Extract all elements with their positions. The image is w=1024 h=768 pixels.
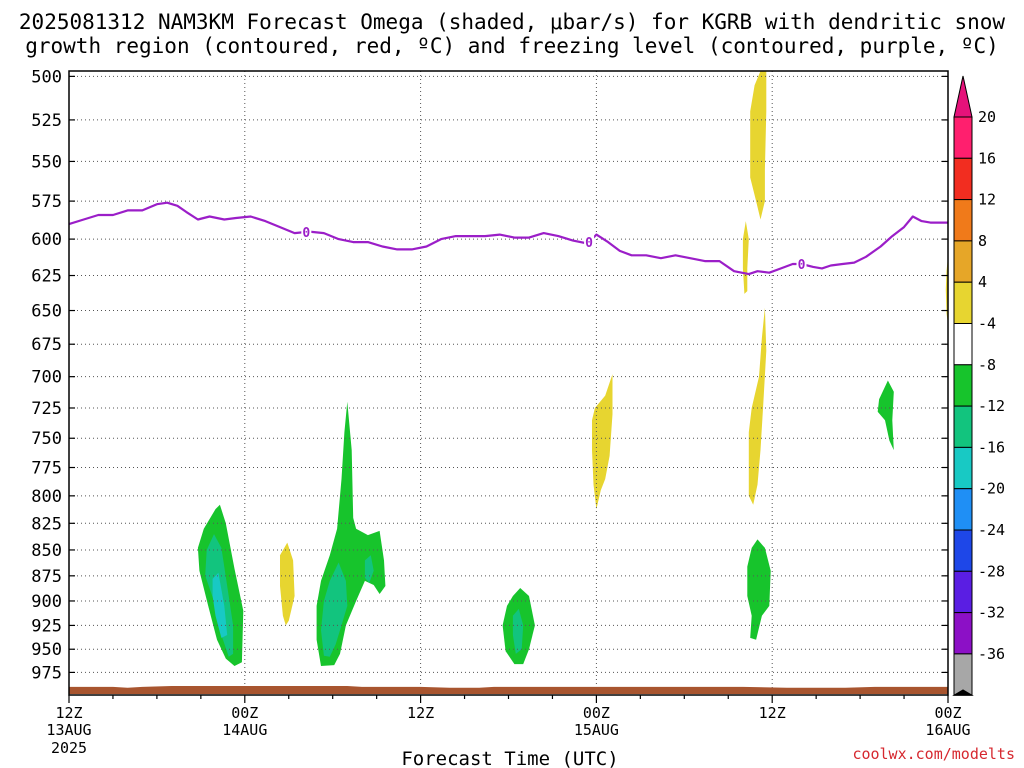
omega-region-13	[750, 71, 767, 220]
colorbar-segment-9	[953, 446, 973, 490]
colorbar-label: -16	[978, 438, 1005, 456]
colorbar-segment-7	[953, 364, 973, 407]
y-tick-label-725: 725	[31, 399, 62, 419]
colorbar-segment-4	[953, 240, 973, 283]
omega-region-14	[742, 221, 749, 294]
colorbar: 20 16 12 8 4 -4 -8 -12 -16 -20 -24 -28 -32 -36	[952, 75, 1005, 696]
plot-frame	[68, 70, 949, 696]
colorbar-segment-1	[953, 116, 973, 159]
y-tick-label-775: 775	[31, 459, 62, 479]
x-tick-label-0: 12Z	[55, 704, 82, 722]
colorbar-segment-8	[953, 405, 973, 448]
colorbar-bottom-arrow	[952, 689, 974, 696]
omega-region-5	[321, 562, 348, 657]
contour-label-bg	[584, 234, 595, 250]
freezing-level-label-1: 0	[302, 226, 310, 241]
y-tick-label-975: 975	[31, 663, 62, 683]
colorbar-label: -24	[978, 521, 1005, 539]
y-tick-label-800: 800	[31, 487, 62, 507]
y-tick-label-950: 950	[31, 640, 62, 660]
freezing-level-label-3: 0	[798, 258, 806, 273]
x-tick-date-0: 13AUG	[46, 721, 91, 739]
y-tick-label-750: 750	[31, 429, 62, 449]
grid-lines	[69, 71, 948, 695]
omega-region-12	[592, 374, 613, 510]
colorbar-label: -36	[978, 645, 1005, 663]
x-tick-label-24: 12Z	[407, 704, 434, 722]
chart-title-line-2: growth region (contoured, red, ºC) and f…	[25, 34, 999, 58]
colorbar-label: 12	[978, 191, 996, 209]
x-tick-date-60: 16AUG	[925, 721, 970, 739]
freezing-level-label-2: 0	[585, 236, 593, 251]
omega-region-6	[364, 555, 374, 583]
y-tick-label-675: 675	[31, 335, 62, 355]
x-axis-label: Forecast Time (UTC)	[401, 748, 618, 768]
y-tick-label-850: 850	[31, 541, 62, 561]
x-tick-label-12: 00Z	[231, 704, 258, 722]
omega-region-8	[512, 608, 524, 654]
pressure-axis: 500 525 550 575 600 625 650 675 700 725 750 775 800 8…	[31, 67, 948, 683]
colorbar-top-arrow	[953, 75, 973, 118]
colorbar-label: -28	[978, 562, 1005, 580]
colorbar-label: -12	[978, 397, 1005, 415]
colorbar-label: 20	[978, 108, 996, 126]
contour-label-bg	[796, 256, 807, 272]
y-tick-label-925: 925	[31, 616, 62, 636]
x-tick-label-60: 00Z	[934, 704, 961, 722]
colorbar-segment-13	[953, 612, 973, 655]
colorbar-label: 8	[978, 232, 987, 250]
freezing-level-line	[68, 201, 948, 276]
colorbar-label: -4	[978, 315, 996, 333]
colorbar-label: -8	[978, 356, 996, 374]
y-tick-label-600: 600	[31, 230, 62, 250]
y-tick-label-550: 550	[31, 152, 62, 172]
colorbar-segment-6	[953, 323, 973, 366]
colorbar-segment-3	[953, 199, 973, 242]
y-tick-label-500: 500	[31, 67, 62, 87]
colorbar-segment-12	[953, 570, 973, 614]
freezing-level-layer: 0 0 0	[68, 201, 948, 276]
y-tick-label-875: 875	[31, 567, 62, 587]
y-tick-label-825: 825	[31, 514, 62, 534]
x-tick-label-36: 00Z	[583, 704, 610, 722]
omega-region-10	[877, 380, 894, 451]
y-tick-label-700: 700	[31, 368, 62, 388]
surface-layer	[69, 686, 948, 694]
x-tick-date-36: 15AUG	[574, 721, 619, 739]
colorbar-label: 4	[978, 273, 987, 291]
omega-shading-layer	[197, 71, 948, 666]
colorbar-segment-5	[953, 281, 973, 325]
omega-region-11	[280, 542, 295, 626]
colorbar-segment-11	[953, 529, 973, 572]
x-tick-date-12: 14AUG	[222, 721, 267, 739]
omega-region-9	[747, 539, 771, 640]
credit-text: coolwx.com/modelts	[852, 745, 1015, 763]
y-tick-label-525: 525	[31, 111, 62, 131]
colorbar-segment-2	[953, 157, 973, 201]
omega-region-3	[212, 572, 228, 638]
x-tick-year-0: 2025	[51, 739, 87, 757]
colorbar-segment-14	[953, 653, 973, 696]
y-tick-label-650: 650	[31, 302, 62, 322]
colorbar-segment-10	[953, 488, 973, 531]
x-tick-label-48: 12Z	[759, 704, 786, 722]
colorbar-label: -20	[978, 480, 1005, 498]
surface-terrain	[69, 686, 948, 694]
colorbar-label: -32	[978, 604, 1005, 622]
omega-region-15	[748, 307, 767, 505]
chart-title-line-1: 2025081312 NAM3KM Forecast Omega (shaded…	[19, 10, 1006, 34]
y-tick-label-900: 900	[31, 592, 62, 612]
y-tick-label-575: 575	[31, 192, 62, 212]
contour-label-bg	[301, 223, 312, 239]
colorbar-label: 16	[978, 149, 996, 167]
y-tick-label-625: 625	[31, 267, 62, 287]
